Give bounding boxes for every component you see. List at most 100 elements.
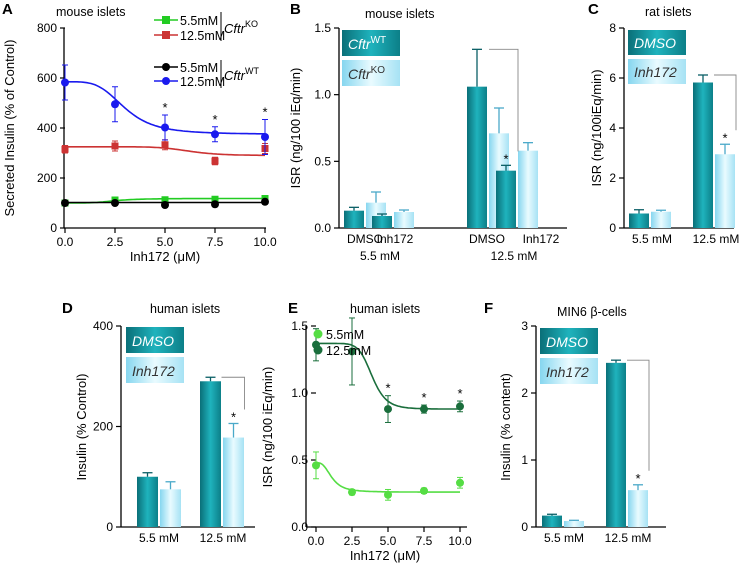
bar-dmso xyxy=(372,216,392,228)
legend-text-dmso: DMSO xyxy=(634,35,676,51)
panel-a-y-label: Secreted Insulin (% of Control) xyxy=(2,39,17,216)
data-point xyxy=(61,145,69,153)
category-label: DMSO xyxy=(469,232,505,246)
legend-text-inh172: Inh172 xyxy=(132,363,175,379)
y-tick-label: 6 xyxy=(609,71,616,85)
legend-marker-ko-5 xyxy=(162,16,170,24)
y-tick-label: 1 xyxy=(521,453,528,467)
category-label: Inh172 xyxy=(523,232,560,246)
legend-box-dmso xyxy=(126,327,184,353)
y-tick-label: 3 xyxy=(521,319,528,333)
panel-a-legend-ko: 5.5mM 12.5mM CftrKO xyxy=(154,12,258,43)
x-tick-label: 2.5 xyxy=(107,235,124,249)
legend-label-ko-5: 5.5mM xyxy=(180,14,218,28)
data-point xyxy=(61,199,69,207)
bar-dmso xyxy=(606,362,626,527)
data-point xyxy=(211,200,219,209)
panel-b: B mouse islets 0.0 0.5 1.0 1.5 ISR (ng/100 … xyxy=(288,1,567,263)
panel-d: D human islets 0 200 400 Insulin (% Contro… xyxy=(62,300,255,545)
panel-d-title: human islets xyxy=(150,302,220,316)
legend-label-ko-12: 12.5mM xyxy=(180,29,225,43)
legend-box-cftr-wt xyxy=(342,30,400,56)
legend-text-inh172: Inh172 xyxy=(634,64,677,80)
panel-c-label: C xyxy=(588,1,599,18)
bar-inh172 xyxy=(223,437,244,527)
data-point xyxy=(211,130,219,139)
group-label: 12.5 mM xyxy=(491,249,538,263)
y-tick-label: 0.0 xyxy=(291,520,308,534)
x-tick-label: 7.5 xyxy=(416,534,433,548)
x-tick-label: 0.0 xyxy=(57,235,74,249)
y-tick-label: 1.0 xyxy=(291,386,308,400)
legend-text-dmso: DMSO xyxy=(132,333,174,349)
legend-gene-ko: CftrKO xyxy=(224,19,258,36)
panel-b-label: B xyxy=(290,1,301,18)
category-label: 12.5 mM xyxy=(605,531,652,545)
legend-marker-ko-12 xyxy=(162,31,170,39)
data-point xyxy=(211,195,219,203)
panel-f-label: F xyxy=(484,300,493,317)
data-point xyxy=(111,100,119,109)
significance-star: * xyxy=(385,381,390,396)
panel-d-label: D xyxy=(62,300,73,317)
bar-dmso xyxy=(137,476,158,527)
data-point xyxy=(420,486,428,495)
data-point xyxy=(161,196,169,204)
data-point xyxy=(348,488,356,497)
y-tick-label: 200 xyxy=(37,171,57,185)
y-tick-label: 4 xyxy=(609,121,616,135)
legend-box-dmso xyxy=(628,30,686,55)
data-point xyxy=(384,490,392,499)
y-tick-label: 400 xyxy=(37,121,57,135)
y-tick-label: 0.5 xyxy=(314,154,331,168)
legend-label-wt-5: 5.5mM xyxy=(180,61,218,75)
significance-star: * xyxy=(421,390,426,405)
category-label: 5.5 mM xyxy=(632,232,672,246)
data-point xyxy=(312,461,320,470)
data-point xyxy=(420,405,428,414)
panel-a-y-ticks: 0 200 400 600 800 xyxy=(37,21,65,235)
panel-d-y-ticks: 0 200 400 xyxy=(93,319,121,534)
legend-marker-5 xyxy=(313,329,323,339)
panel-a-label: A xyxy=(2,1,13,18)
y-tick-label: 1.5 xyxy=(314,21,331,35)
panel-e-legend: 5.5mM 12.5mM xyxy=(313,328,371,358)
panel-c-y-label: ISR (ng/100iEq/min) xyxy=(589,69,604,186)
significance-bracket xyxy=(627,359,650,471)
bar-inh172 xyxy=(651,211,671,228)
y-tick-label: 0.5 xyxy=(291,453,308,467)
legend-box-cftr-ko xyxy=(342,60,400,86)
legend-label-12: 12.5mM xyxy=(326,344,371,358)
panel-f-y-ticks: 0 1 2 3 xyxy=(521,319,536,534)
panel-c: C rat islets 0 2 4 6 8 ISR (ng/100iEq/min) 5… xyxy=(588,1,739,246)
category-label: 5.5 mM xyxy=(139,531,179,545)
data-point xyxy=(456,478,464,487)
significance-star: * xyxy=(262,105,267,120)
significance-bracket xyxy=(714,74,737,131)
panel-a-plot: * * * xyxy=(61,64,269,209)
data-point xyxy=(348,347,356,356)
data-point xyxy=(456,402,464,411)
panel-a-x-ticks: 0.0 2.5 5.0 7.5 10.0 xyxy=(57,228,277,249)
panel-e-plot: * * * xyxy=(312,317,464,501)
x-tick-label: 7.5 xyxy=(207,235,224,249)
legend-box-dmso xyxy=(540,328,598,354)
legend-marker-12 xyxy=(313,345,323,355)
panel-e-y-ticks: 0.0 0.5 1.0 1.5 xyxy=(291,319,316,534)
y-tick-label: 2 xyxy=(609,171,616,185)
legend-box-inh172 xyxy=(540,358,598,384)
legend-text-dmso: DMSO xyxy=(546,334,588,350)
panel-b-y-ticks: 0.0 0.5 1.0 1.5 xyxy=(314,21,339,235)
legend-text-inh172: Inh172 xyxy=(546,364,589,380)
x-tick-label: 0.0 xyxy=(308,534,325,548)
significance-star: * xyxy=(457,386,462,401)
y-tick-label: 800 xyxy=(37,21,57,35)
bar-inh172 xyxy=(628,490,648,527)
panel-c-y-ticks: 0 2 4 6 8 xyxy=(609,21,624,235)
significance-star: * xyxy=(231,409,236,424)
legend-label-5: 5.5mM xyxy=(326,328,364,342)
legend-label-wt-12: 12.5mM xyxy=(180,75,225,89)
category-label: DMSO xyxy=(347,232,383,246)
data-point xyxy=(261,197,269,206)
